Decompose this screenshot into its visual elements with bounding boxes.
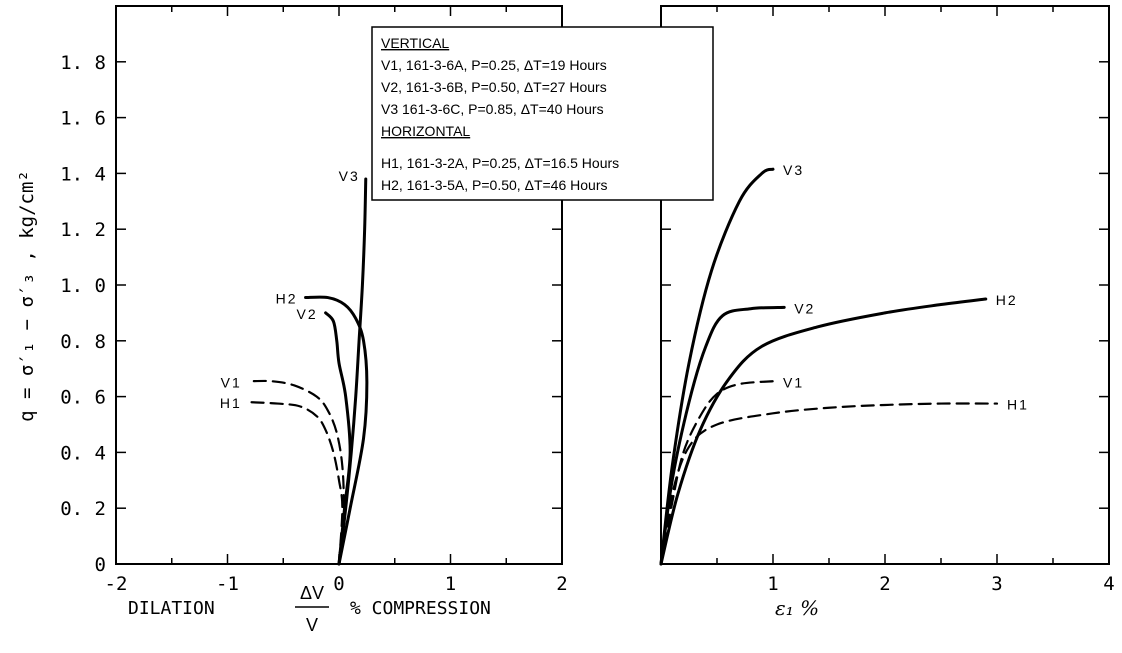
left-curve-label-h2: H2 [276,291,298,307]
right-curve-label-h2: H2 [996,292,1018,308]
right-x-tick-label: 1 [767,573,778,595]
left-x-tick-label: 1 [445,573,456,595]
legend: VERTICAL V1, 161-3-6A, P=0.25, ΔT=19 Hou… [371,26,714,201]
right-x-tick-label: 2 [879,573,890,595]
y-tick-label: 0. 6 [60,387,106,409]
right-curve-label-v2: V2 [794,300,815,316]
right-x-tick-label: 3 [991,573,1002,595]
y-tick-label: 1. 4 [60,163,106,185]
left-curve-label-h1: H1 [220,395,242,411]
x-axis-label-fraction-bottom: V [306,615,318,635]
left-curve-label-v1: V1 [221,374,242,390]
x-axis-label-compression: % COMPRESSION [350,598,491,619]
left-series-v1 [248,379,345,566]
x-axis-label-axial-strain: ε₁ % [775,596,819,620]
legend-entry-v1: V1, 161-3-6A, P=0.25, ΔT=19 Hours [381,57,607,73]
left-curve-label-v2: V2 [296,306,317,322]
y-tick-label: 0. 8 [60,331,106,353]
y-tick-label: 1. 6 [60,108,106,130]
legend-entry-h2: H2, 161-3-5A, P=0.50, ΔT=46 Hours [381,177,607,193]
y-axis-label: q = σ′₁ − σ′₃ , kg/cm² [16,170,38,422]
legend-entry-v2: V2, 161-3-6B, P=0.50, ΔT=27 Hours [381,79,607,95]
right-series-v2 [659,305,786,566]
legend-heading-vertical: VERTICAL [381,35,449,51]
right-curve-label-v1: V1 [783,374,804,390]
right-series-v1 [659,380,775,566]
left-x-tick-label: 2 [556,573,567,595]
right-plot-frame [660,5,1110,565]
left-x-tick-label: -1 [216,573,239,595]
left-series-v3 [337,177,368,566]
y-tick-label: 0. 2 [60,498,106,520]
left-x-tick-label: -2 [105,573,128,595]
left-series-h2 [304,295,369,566]
left-series-h1 [248,401,344,566]
right-curve-label-v3: V3 [783,162,804,178]
right-panel-axial-strain: V1 H1 V2 H2 V3 [659,5,1110,566]
right-series-h1 [659,402,999,566]
right-series-h2 [659,297,988,566]
y-tick-label: 0. 4 [60,442,106,464]
legend-entry-v3: V3 161-3-6C, P=0.85, ΔT=40 Hours [381,101,604,117]
right-curve-label-h1: H1 [1007,397,1029,413]
y-tick-label: 0 [95,554,106,576]
y-tick-label: 1. 0 [60,275,106,297]
y-tick-label: 1. 8 [60,52,106,74]
legend-entry-h1: H1, 161-3-2A, P=0.25, ΔT=16.5 Hours [381,155,619,171]
x-axis-label-dilation: DILATION [128,598,215,619]
legend-frame [371,26,714,201]
left-x-tick-label: 0 [333,573,344,595]
x-axis-label-fraction-top: ΔV [300,583,324,603]
legend-heading-horizontal: HORIZONTAL [381,123,470,139]
y-tick-label: 1. 2 [60,219,106,241]
right-series-v3 [659,167,775,566]
right-x-tick-label: 4 [1103,573,1114,595]
left-curve-label-v3: V3 [339,168,360,184]
